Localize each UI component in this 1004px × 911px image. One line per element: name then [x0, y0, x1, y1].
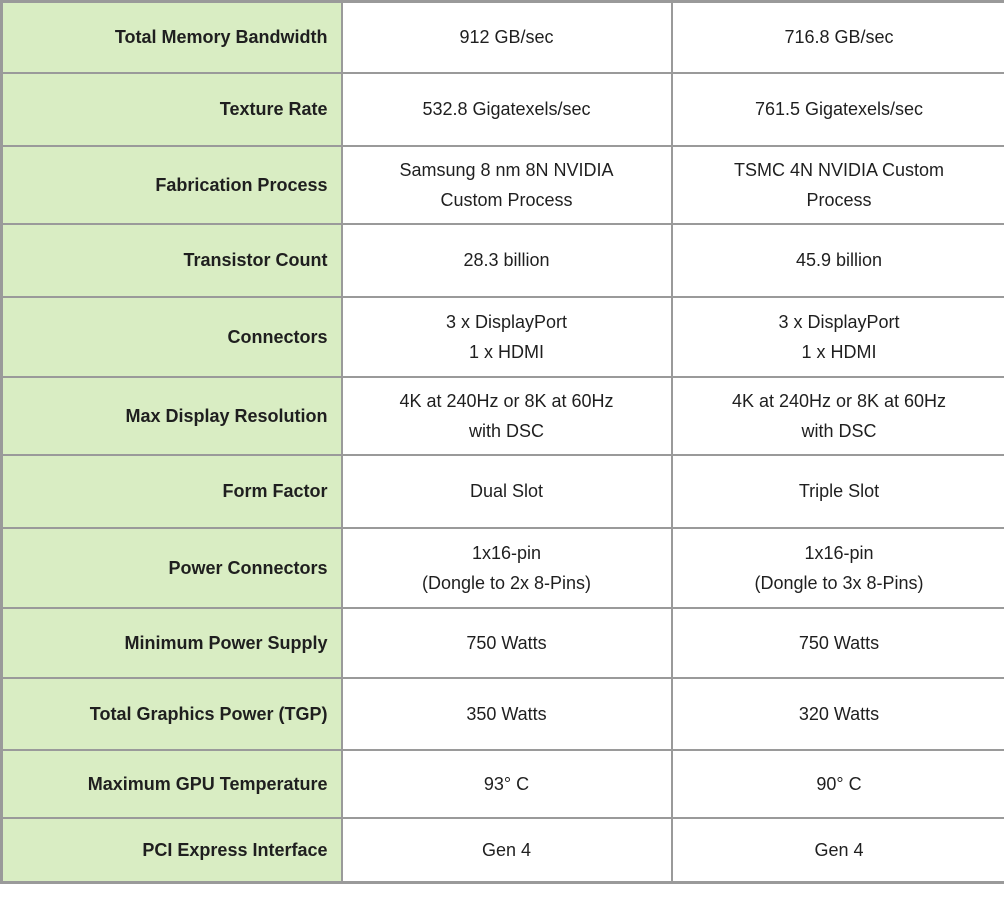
spec-label: Max Display Resolution — [0, 375, 343, 456]
spec-value-col2: 320 Watts — [670, 676, 1004, 751]
table-row: Texture Rate 532.8 Gigatexels/sec 761.5 … — [0, 71, 1004, 147]
gpu-spec-table: Total Memory Bandwidth 912 GB/sec 716.8 … — [0, 0, 1004, 884]
spec-value-col1: 3 x DisplayPort 1 x HDMI — [340, 295, 673, 378]
table-row: Maximum GPU Temperature 93° C 90° C — [0, 748, 1004, 819]
spec-value-col2: 90° C — [670, 748, 1004, 819]
table-row: Minimum Power Supply 750 Watts 750 Watts — [0, 606, 1004, 679]
spec-value-col1: Samsung 8 nm 8N NVIDIA Custom Process — [340, 144, 673, 225]
table-row: Connectors 3 x DisplayPort 1 x HDMI 3 x … — [0, 295, 1004, 378]
spec-value-col2: 761.5 Gigatexels/sec — [670, 71, 1004, 147]
spec-value-col1: 750 Watts — [340, 606, 673, 679]
spec-label: Connectors — [0, 295, 343, 378]
spec-label: Power Connectors — [0, 526, 343, 609]
spec-value-col1: Gen 4 — [340, 816, 673, 884]
spec-label: Form Factor — [0, 453, 343, 529]
spec-label: Total Memory Bandwidth — [0, 0, 343, 74]
spec-value-col1: 93° C — [340, 748, 673, 819]
spec-label: Fabrication Process — [0, 144, 343, 225]
spec-value-col2: Triple Slot — [670, 453, 1004, 529]
spec-value-col1: Dual Slot — [340, 453, 673, 529]
spec-value-col2: Gen 4 — [670, 816, 1004, 884]
table-row: Power Connectors 1x16-pin (Dongle to 2x … — [0, 526, 1004, 609]
spec-value-col2: 3 x DisplayPort 1 x HDMI — [670, 295, 1004, 378]
spec-value-col2: 750 Watts — [670, 606, 1004, 679]
table-row: Total Memory Bandwidth 912 GB/sec 716.8 … — [0, 0, 1004, 74]
table-row: Max Display Resolution 4K at 240Hz or 8K… — [0, 375, 1004, 456]
spec-value-col2: 716.8 GB/sec — [670, 0, 1004, 74]
spec-label: PCI Express Interface — [0, 816, 343, 884]
spec-label: Texture Rate — [0, 71, 343, 147]
spec-label: Transistor Count — [0, 222, 343, 298]
spec-value-col1: 28.3 billion — [340, 222, 673, 298]
spec-label: Minimum Power Supply — [0, 606, 343, 679]
spec-value-col2: 4K at 240Hz or 8K at 60Hz with DSC — [670, 375, 1004, 456]
table-row: Total Graphics Power (TGP) 350 Watts 320… — [0, 676, 1004, 751]
table-row: Fabrication Process Samsung 8 nm 8N NVID… — [0, 144, 1004, 225]
table-row: Transistor Count 28.3 billion 45.9 billi… — [0, 222, 1004, 298]
table-row: PCI Express Interface Gen 4 Gen 4 — [0, 816, 1004, 884]
spec-value-col1: 1x16-pin (Dongle to 2x 8-Pins) — [340, 526, 673, 609]
spec-value-col1: 912 GB/sec — [340, 0, 673, 74]
spec-value-col1: 532.8 Gigatexels/sec — [340, 71, 673, 147]
spec-value-col2: TSMC 4N NVIDIA Custom Process — [670, 144, 1004, 225]
spec-value-col1: 4K at 240Hz or 8K at 60Hz with DSC — [340, 375, 673, 456]
spec-value-col1: 350 Watts — [340, 676, 673, 751]
spec-value-col2: 45.9 billion — [670, 222, 1004, 298]
table-row: Form Factor Dual Slot Triple Slot — [0, 453, 1004, 529]
spec-value-col2: 1x16-pin (Dongle to 3x 8-Pins) — [670, 526, 1004, 609]
spec-label: Maximum GPU Temperature — [0, 748, 343, 819]
spec-label: Total Graphics Power (TGP) — [0, 676, 343, 751]
spec-table-body: Total Memory Bandwidth 912 GB/sec 716.8 … — [0, 0, 1004, 884]
